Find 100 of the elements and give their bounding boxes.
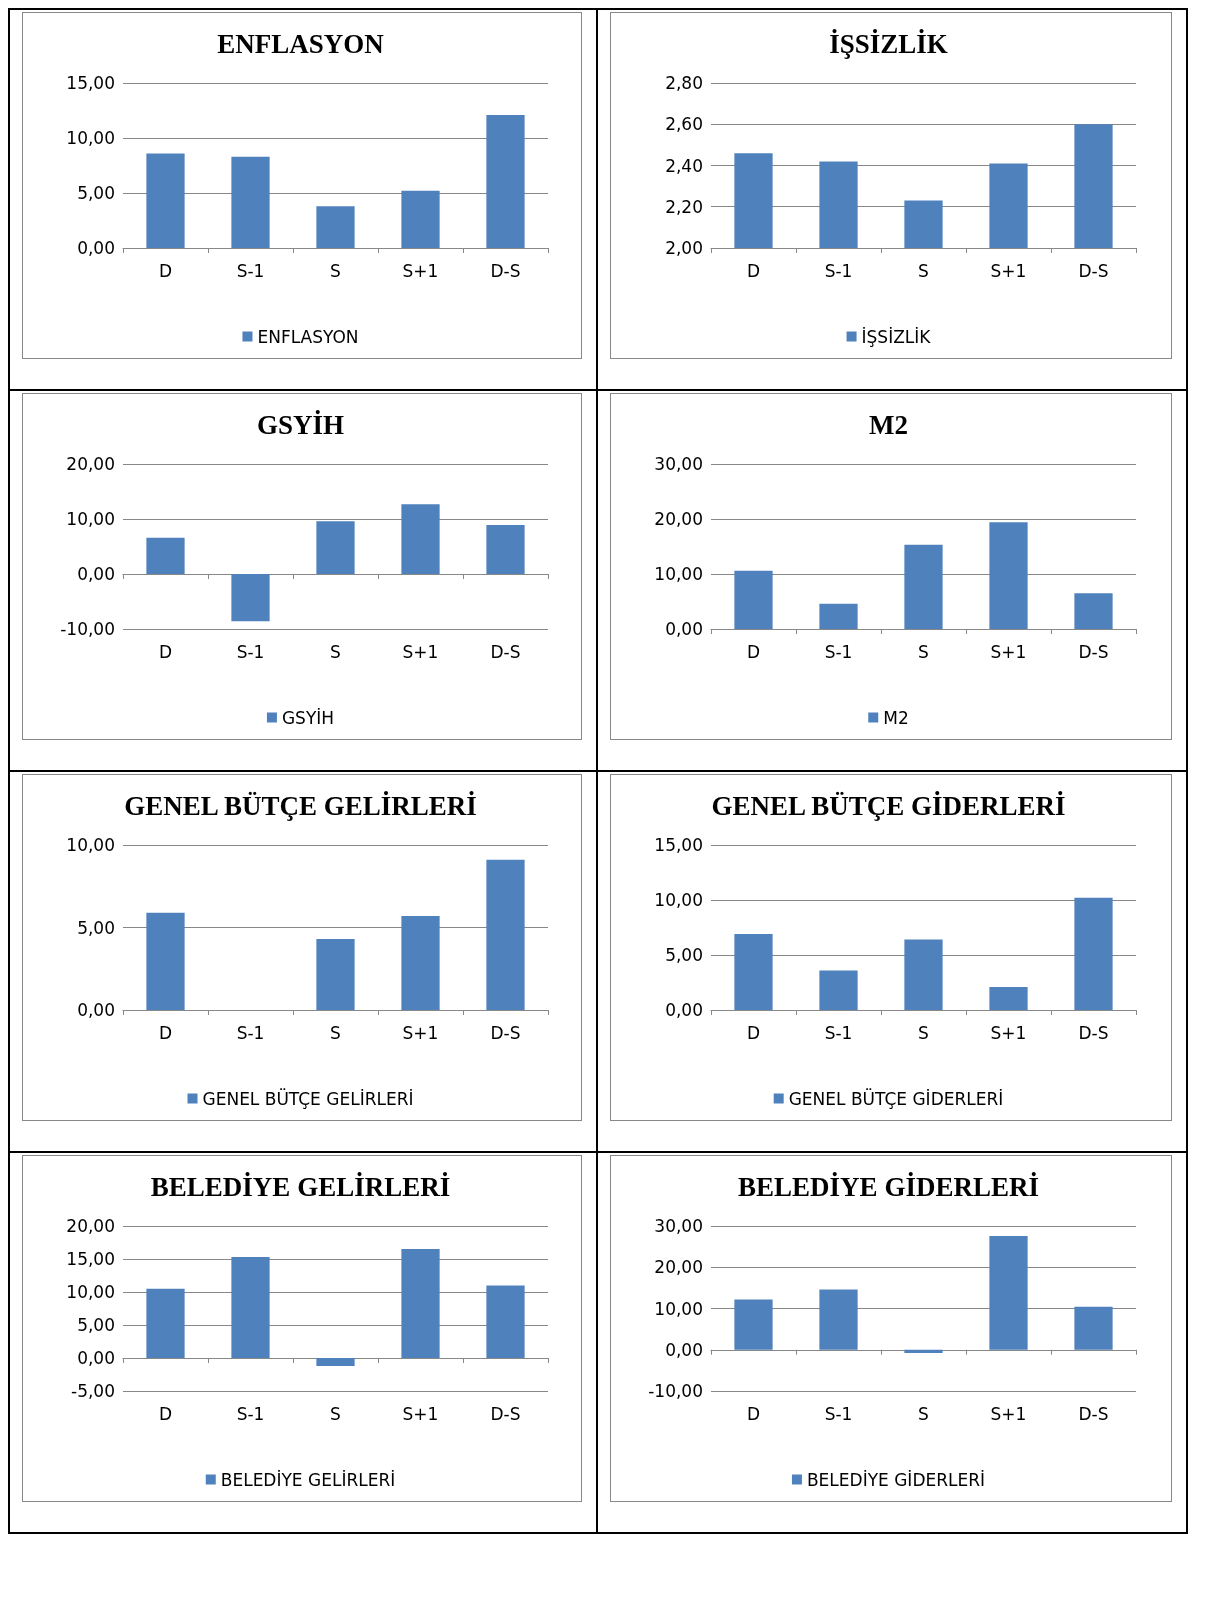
x-tick-label: D-S [490, 641, 521, 662]
x-tick-label: S+1 [990, 1403, 1027, 1424]
x-tick-label: S-1 [824, 641, 853, 662]
x-tick-label: D [746, 1022, 761, 1043]
y-tick-label: 0,00 [665, 619, 703, 639]
x-tick-label: D [158, 641, 173, 662]
legend-label: İŞSİZLİK [861, 326, 932, 347]
legend-label: BELEDİYE GİDERLERİ [806, 1469, 986, 1490]
bar [819, 970, 858, 1010]
x-tick-label: D [158, 1022, 173, 1043]
x-tick-label: S [918, 641, 929, 662]
y-tick-label: 20,00 [654, 1257, 703, 1278]
y-tick-label: 2,60 [665, 114, 703, 135]
bar [904, 1349, 943, 1354]
bar [989, 986, 1028, 1010]
bar [486, 114, 525, 248]
x-tick-label: D-S [1078, 641, 1109, 662]
y-tick-label: 0,00 [77, 1000, 115, 1020]
bar [401, 504, 440, 574]
bar [904, 939, 943, 1010]
bar [401, 915, 440, 1010]
bar [146, 537, 185, 574]
bar [486, 859, 525, 1010]
y-tick-label: 15,00 [654, 835, 703, 855]
x-tick-label: S+1 [402, 1403, 439, 1424]
bar [231, 574, 270, 622]
y-tick-label: 20,00 [66, 1216, 115, 1236]
y-tick-label: 10,00 [654, 890, 703, 910]
y-tick-label: 0,00 [77, 238, 115, 258]
legend-label: GENEL BÜTÇE GİDERLERİ [788, 1087, 1004, 1109]
x-tick-label: S+1 [402, 260, 439, 281]
x-tick-label: S+1 [402, 1022, 439, 1043]
chart-title: GENEL BÜTÇE GİDERLERİ [711, 790, 1066, 821]
y-tick-label: 15,00 [66, 1249, 115, 1269]
bar [734, 1299, 773, 1350]
bar [1074, 897, 1113, 1010]
y-tick-label: 20,00 [654, 509, 703, 529]
y-tick-label: 2,00 [665, 238, 703, 258]
x-tick-label: S+1 [990, 641, 1027, 662]
y-tick-label: 5,00 [77, 917, 115, 938]
bar [486, 525, 525, 574]
bar [734, 570, 773, 629]
y-tick-label: -10,00 [648, 1381, 703, 1401]
y-tick-label: 2,80 [665, 73, 703, 93]
bar [1074, 1306, 1113, 1350]
x-tick-label: D-S [1078, 1022, 1109, 1043]
legend-label: BELEDİYE GELİRLERİ [220, 1469, 396, 1490]
bar [904, 544, 943, 629]
y-tick-label: -10,00 [60, 619, 115, 639]
x-tick-label: S [330, 1403, 341, 1424]
x-tick-label: D [158, 1403, 173, 1424]
x-tick-label: D-S [490, 260, 521, 281]
x-tick-label: S-1 [236, 641, 265, 662]
x-tick-label: S-1 [824, 1403, 853, 1424]
legend-label: M2 [883, 707, 909, 728]
y-tick-label: 10,00 [66, 128, 115, 148]
y-tick-label: 10,00 [654, 1298, 703, 1319]
legend-label: GSYİH [281, 707, 335, 728]
bar [146, 912, 185, 1010]
x-tick-label: D-S [490, 1403, 521, 1424]
y-tick-label: 10,00 [654, 564, 703, 584]
y-tick-label: 5,00 [665, 945, 703, 965]
x-tick-label: S-1 [824, 1022, 853, 1043]
bar [819, 1289, 858, 1350]
y-tick-label: 20,00 [66, 454, 115, 474]
x-tick-label: S+1 [990, 260, 1027, 281]
x-tick-label: S [330, 641, 341, 662]
x-tick-label: D-S [490, 1022, 521, 1043]
y-tick-label: 0,00 [77, 1348, 115, 1368]
x-tick-label: D-S [1078, 260, 1109, 281]
y-tick-label: 0,00 [665, 1339, 703, 1360]
bar [401, 1249, 440, 1358]
bar [146, 1288, 185, 1358]
y-tick-label: 10,00 [66, 509, 115, 529]
bar [819, 603, 858, 629]
y-tick-label: 2,40 [665, 155, 703, 176]
x-tick-label: D-S [1078, 1403, 1109, 1424]
x-tick-label: S-1 [824, 260, 853, 281]
chart-title: BELEDİYE GELİRLERİ [150, 1171, 451, 1202]
y-tick-label: 0,00 [665, 1000, 703, 1020]
x-tick-label: S-1 [236, 260, 265, 281]
x-tick-label: S+1 [990, 1022, 1027, 1043]
bar [486, 1285, 525, 1358]
x-tick-label: S [918, 1022, 929, 1043]
bar [316, 521, 355, 574]
x-tick-label: S [330, 260, 341, 281]
y-tick-label: 30,00 [654, 454, 703, 474]
x-tick-label: D [746, 260, 761, 281]
bar [146, 153, 185, 248]
x-tick-label: D [746, 641, 761, 662]
x-tick-label: S [330, 1022, 341, 1043]
y-tick-label: 15,00 [66, 73, 115, 93]
bar [231, 156, 270, 248]
x-tick-label: S-1 [236, 1403, 265, 1424]
y-tick-label: 10,00 [66, 1282, 115, 1302]
chart-title: BELEDİYE GİDERLERİ [738, 1171, 1039, 1202]
chart-title: M2 [869, 409, 908, 440]
bar [989, 1235, 1028, 1350]
y-tick-label: 5,00 [77, 183, 115, 203]
chart-title: GENEL BÜTÇE GELİRLERİ [124, 790, 477, 821]
